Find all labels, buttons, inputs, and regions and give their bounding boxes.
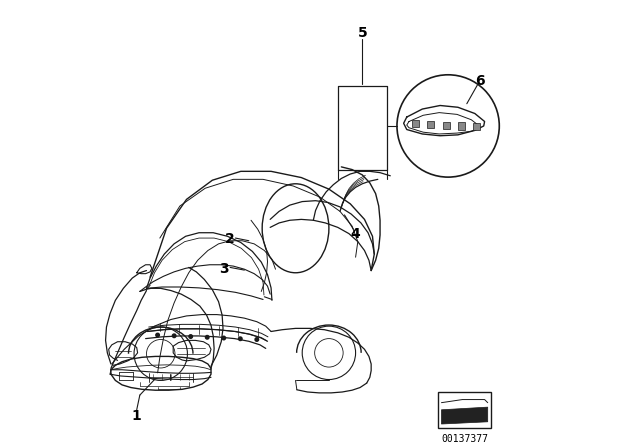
Bar <box>473 123 480 130</box>
Text: 5: 5 <box>357 26 367 39</box>
Circle shape <box>205 336 209 339</box>
Bar <box>428 121 435 128</box>
Text: 6: 6 <box>476 74 485 88</box>
Text: 2: 2 <box>225 233 235 246</box>
Circle shape <box>156 333 159 337</box>
Text: 1: 1 <box>132 409 141 423</box>
Circle shape <box>222 336 225 340</box>
Circle shape <box>255 338 259 341</box>
Text: 00137377: 00137377 <box>441 434 488 444</box>
Bar <box>443 121 450 129</box>
Bar <box>458 122 465 129</box>
Circle shape <box>239 337 242 340</box>
Text: 4: 4 <box>351 227 360 241</box>
FancyBboxPatch shape <box>438 392 492 428</box>
Text: 3: 3 <box>220 262 229 276</box>
Polygon shape <box>442 407 488 424</box>
Bar <box>412 120 419 127</box>
Circle shape <box>189 335 193 338</box>
Circle shape <box>172 334 176 338</box>
